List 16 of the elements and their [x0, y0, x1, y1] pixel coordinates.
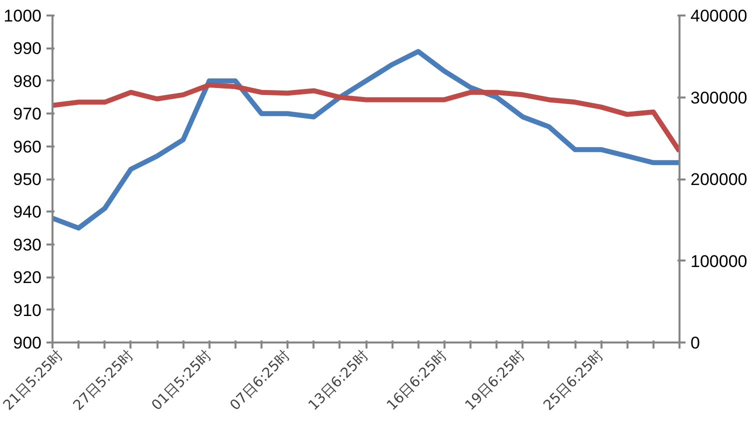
y2-tick-label: 200000 — [690, 170, 748, 189]
y-tick-label: 990 — [13, 39, 42, 58]
y-tick-label: 940 — [13, 202, 42, 222]
y-tick-label: 980 — [13, 72, 42, 91]
y-tick-label: 960 — [13, 137, 42, 156]
y-tick-label: 910 — [13, 300, 42, 320]
y2-tick-label: 300000 — [690, 88, 748, 108]
y2-tick-label: 400000 — [690, 6, 748, 26]
y-tick-label: 920 — [13, 268, 42, 288]
y-tick-label: 900 — [13, 334, 42, 352]
y2-tick-label: 0 — [690, 334, 700, 352]
y-tick-label: 970 — [13, 104, 42, 124]
y-tick-label: 930 — [13, 235, 42, 254]
y-tick-label: 950 — [13, 170, 42, 189]
y2-tick-label: 100000 — [690, 252, 748, 271]
y-tick-label: 1000 — [4, 6, 42, 26]
